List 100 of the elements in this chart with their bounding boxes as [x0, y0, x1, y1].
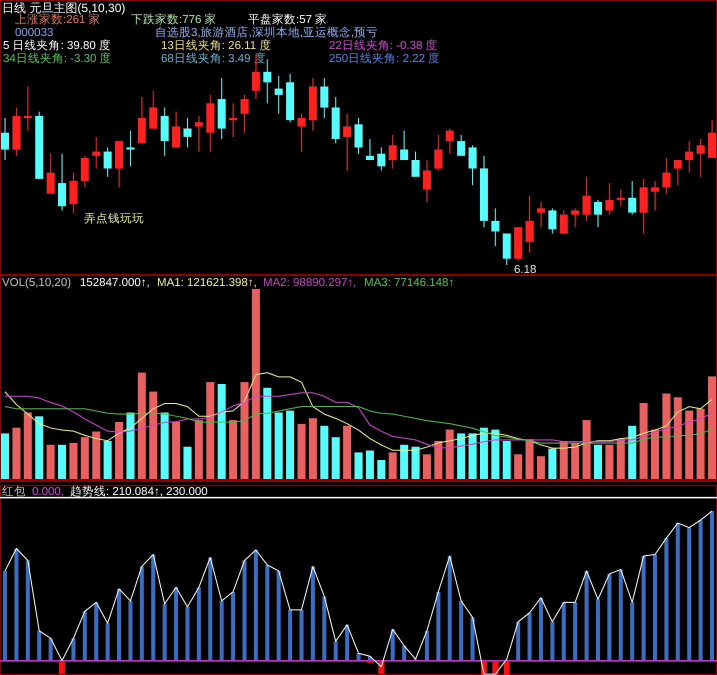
candlestick — [491, 208, 500, 247]
annotation: 250日线夹角: 2.22 度 — [329, 51, 440, 65]
bar — [436, 592, 440, 661]
text: 平盘家数:57 家 — [248, 12, 328, 26]
bar — [265, 564, 270, 661]
bar — [231, 592, 236, 661]
bar — [560, 441, 568, 479]
annotation: 6.18 — [514, 264, 536, 276]
bar — [288, 610, 292, 661]
candlestick — [297, 113, 306, 152]
candlestick — [69, 172, 78, 213]
bar — [571, 442, 580, 479]
bar — [607, 574, 612, 661]
bar — [35, 416, 44, 479]
text: 红包 — [2, 485, 26, 498]
bar — [650, 430, 659, 479]
candlestick — [526, 195, 534, 253]
annotation: 34日线夹角: -3.30 度 — [3, 51, 112, 65]
bar — [343, 426, 352, 479]
bar — [196, 587, 201, 661]
bar — [229, 420, 238, 479]
candlestick — [354, 118, 362, 154]
candlestick — [446, 128, 454, 154]
bar — [388, 452, 397, 479]
bar — [446, 430, 454, 479]
bar — [183, 446, 192, 479]
bar — [345, 624, 350, 661]
bar — [80, 437, 89, 479]
bar — [548, 448, 556, 479]
bar — [3, 570, 7, 661]
bar — [400, 444, 408, 479]
bar — [115, 422, 124, 479]
bar — [26, 560, 30, 661]
candlestick — [468, 144, 477, 186]
bar — [696, 408, 705, 479]
bar — [206, 382, 214, 479]
candlestick — [172, 111, 180, 148]
candlestick — [674, 160, 682, 186]
bar — [69, 442, 78, 479]
candlestick — [126, 130, 134, 167]
annotation: MA1: 121621.398↑, — [157, 277, 257, 289]
bar — [377, 460, 386, 479]
candlestick — [628, 180, 636, 216]
bar — [1, 433, 9, 479]
bar — [92, 432, 100, 479]
bar — [276, 570, 281, 661]
candlestick — [320, 78, 328, 118]
bar — [642, 556, 646, 661]
candlestick — [696, 138, 705, 178]
bar — [526, 439, 534, 479]
bar — [332, 437, 340, 479]
bar — [58, 444, 66, 479]
candlestick — [183, 118, 192, 148]
bar — [172, 422, 180, 479]
bar — [502, 441, 511, 479]
bar — [573, 602, 578, 661]
bar — [514, 454, 522, 479]
bar — [37, 630, 42, 661]
bar — [151, 554, 156, 661]
bar — [652, 554, 657, 661]
bar — [220, 600, 224, 661]
bar — [674, 397, 682, 479]
candlestick — [274, 76, 283, 114]
bar — [366, 450, 374, 479]
bar — [106, 623, 110, 661]
candlestick — [343, 113, 352, 171]
candlestick — [92, 136, 100, 169]
bar — [82, 611, 87, 661]
candlestick — [594, 199, 602, 228]
bar — [240, 382, 248, 479]
candlestick — [366, 138, 374, 160]
candlestick — [1, 118, 9, 160]
bar — [24, 412, 32, 479]
annotation: MA3: 77146.148↑ — [364, 277, 454, 289]
bar — [618, 569, 623, 661]
bar — [149, 392, 158, 479]
bar — [536, 456, 545, 479]
bar — [470, 617, 475, 661]
bar — [48, 638, 53, 661]
bar — [516, 622, 520, 661]
candlestick — [194, 115, 203, 152]
bar — [128, 600, 132, 661]
text: 下跌家数:776 家 — [131, 12, 217, 26]
bar — [457, 433, 466, 479]
bar — [584, 570, 589, 661]
candlestick — [24, 86, 32, 132]
bar — [698, 520, 703, 661]
candlestick — [605, 182, 614, 216]
bar — [71, 638, 76, 661]
candlestick — [229, 102, 238, 138]
candlestick — [685, 140, 694, 174]
text: 22日线夹角: -0.38 度 — [329, 38, 438, 52]
bar — [710, 511, 714, 661]
bar — [208, 557, 212, 661]
text: 0.000, — [32, 486, 64, 498]
text: 趋势线: 210.084↑, 230.000 — [70, 485, 208, 498]
bar — [160, 412, 169, 479]
bar — [480, 428, 488, 479]
annotation: 弄点钱玩玩 — [84, 212, 144, 225]
bar — [322, 596, 326, 661]
